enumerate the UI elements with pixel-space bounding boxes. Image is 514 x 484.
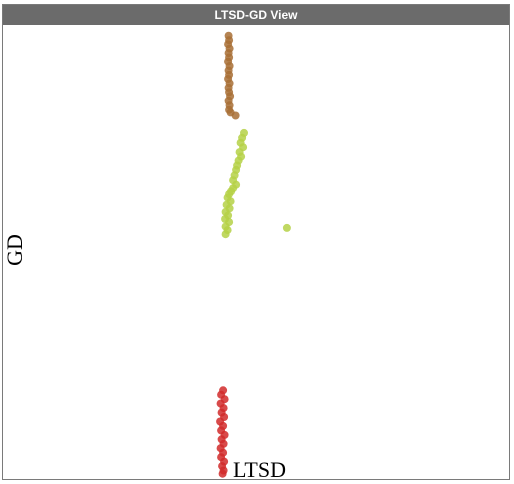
series-0-group: [224, 31, 240, 120]
data-point[interactable]: [218, 469, 227, 478]
y-axis-label-text: GD: [2, 234, 27, 266]
scatter-plot-area[interactable]: [3, 25, 509, 479]
data-point[interactable]: [282, 223, 291, 232]
data-point[interactable]: [221, 230, 230, 239]
x-axis-label: LTSD: [233, 457, 286, 482]
ltsd-gd-view-panel: LTSD-GD View GD LTSD: [2, 4, 510, 482]
scatter-plot[interactable]: [3, 25, 509, 479]
data-point[interactable]: [231, 111, 240, 120]
series-2-group: [216, 386, 229, 478]
panel-title: LTSD-GD View: [3, 5, 509, 25]
y-axis-label: GD: [2, 220, 27, 280]
series-1-group: [221, 128, 291, 239]
